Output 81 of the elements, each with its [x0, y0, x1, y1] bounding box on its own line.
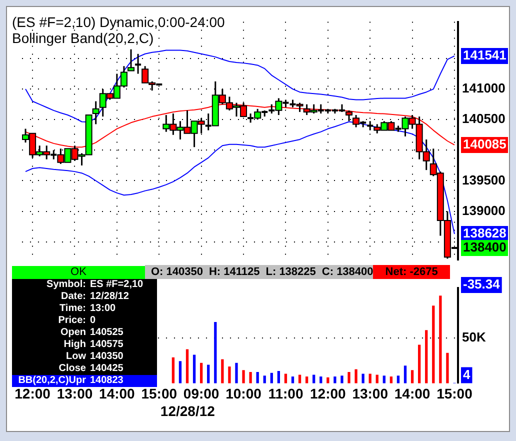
- bar: [235, 362, 238, 384]
- text: L: 138225: [266, 266, 316, 278]
- bar: [425, 330, 428, 384]
- bar: [263, 376, 266, 384]
- annotation: Open 140525: [59, 327, 124, 339]
- bar: [446, 352, 449, 384]
- bar: [320, 376, 322, 384]
- bar: [172, 357, 175, 384]
- bar: [439, 296, 442, 384]
- bar: [376, 374, 378, 384]
- bar: [284, 374, 288, 384]
- bar: [221, 359, 224, 384]
- text: -35.34: [463, 276, 501, 292]
- annotation: Price: 0: [57, 315, 96, 327]
- x-tick-label: 15:00: [141, 385, 178, 402]
- bar: [305, 376, 308, 384]
- text: OK: [12, 266, 145, 279]
- bar: [207, 364, 210, 384]
- x-tick-label: 12:00: [310, 385, 346, 402]
- text: 138400: [463, 240, 506, 255]
- data-label: 4: [463, 366, 471, 382]
- text: C: 138400: [322, 266, 374, 278]
- x-tick-label: 14:00: [99, 385, 136, 402]
- y-tick-label: 140500: [462, 111, 506, 126]
- annotation: High 140575: [62, 339, 124, 351]
- text: Net: -2675: [373, 265, 450, 279]
- x-tick-label: 09:00: [183, 385, 220, 402]
- bar: [270, 372, 273, 384]
- y-tick-label: 139000: [462, 202, 506, 218]
- bar: [192, 354, 196, 384]
- y-tick-label: 141000: [462, 80, 506, 96]
- x-tick-label: 12:00: [14, 385, 51, 402]
- bar: [382, 376, 386, 384]
- bar: [277, 371, 280, 384]
- y-tick-label: 139500: [462, 172, 506, 188]
- bar: [334, 376, 336, 384]
- bar: [298, 374, 302, 384]
- bar: [396, 376, 400, 384]
- bar: [348, 372, 350, 384]
- bar: [200, 362, 203, 384]
- chart-title: (ES #F=2,10) Dynamic,0:00-24:00: [12, 14, 225, 30]
- annotation: Time: 13:00: [58, 303, 116, 315]
- x-tick-label: 14:00: [394, 385, 430, 402]
- bar: [404, 366, 407, 384]
- x-tick-label: 10:00: [226, 385, 262, 402]
- y-tick-label: 50K: [462, 329, 486, 344]
- text: H: 141125: [208, 266, 260, 278]
- bar: [418, 344, 421, 384]
- annotation: Date: 12/28/12: [60, 291, 129, 303]
- x-tick-label: 13:00: [56, 385, 93, 402]
- text: 12/28/12: [160, 403, 216, 420]
- x-tick-label: 15:00: [436, 385, 473, 402]
- bar: [256, 372, 259, 384]
- bar: [368, 374, 372, 384]
- x-tick-label: 13:00: [352, 385, 388, 402]
- bar: [242, 370, 245, 384]
- x-tick-label: 11:00: [268, 385, 304, 402]
- annotation: BB(20,2,C)Upr 140823: [17, 375, 124, 387]
- bar: [390, 376, 393, 384]
- bar: [410, 370, 414, 384]
- text: Bollinger Band(20,2,C): [12, 30, 154, 46]
- bar: [291, 376, 294, 384]
- candlestick: [135, 53, 142, 75]
- annotation: Symbol: ES #F=2,10: [46, 279, 144, 291]
- bar: [312, 374, 316, 384]
- candlestick: [367, 120, 374, 132]
- bar: [228, 366, 231, 384]
- annotation: Low 140350: [65, 351, 124, 363]
- data-label: 138628: [463, 226, 506, 241]
- data-label: 141541: [463, 48, 506, 63]
- text: O: 140350: [151, 266, 203, 278]
- data-label: 140085: [463, 136, 506, 152]
- bar: [354, 369, 358, 384]
- bar: [214, 322, 217, 384]
- bar: [186, 349, 189, 384]
- bar: [249, 372, 252, 384]
- bar: [178, 361, 182, 384]
- annotation: Close 140425: [58, 363, 124, 375]
- bar: [340, 376, 344, 384]
- bar: [432, 306, 435, 384]
- bar: [362, 374, 364, 384]
